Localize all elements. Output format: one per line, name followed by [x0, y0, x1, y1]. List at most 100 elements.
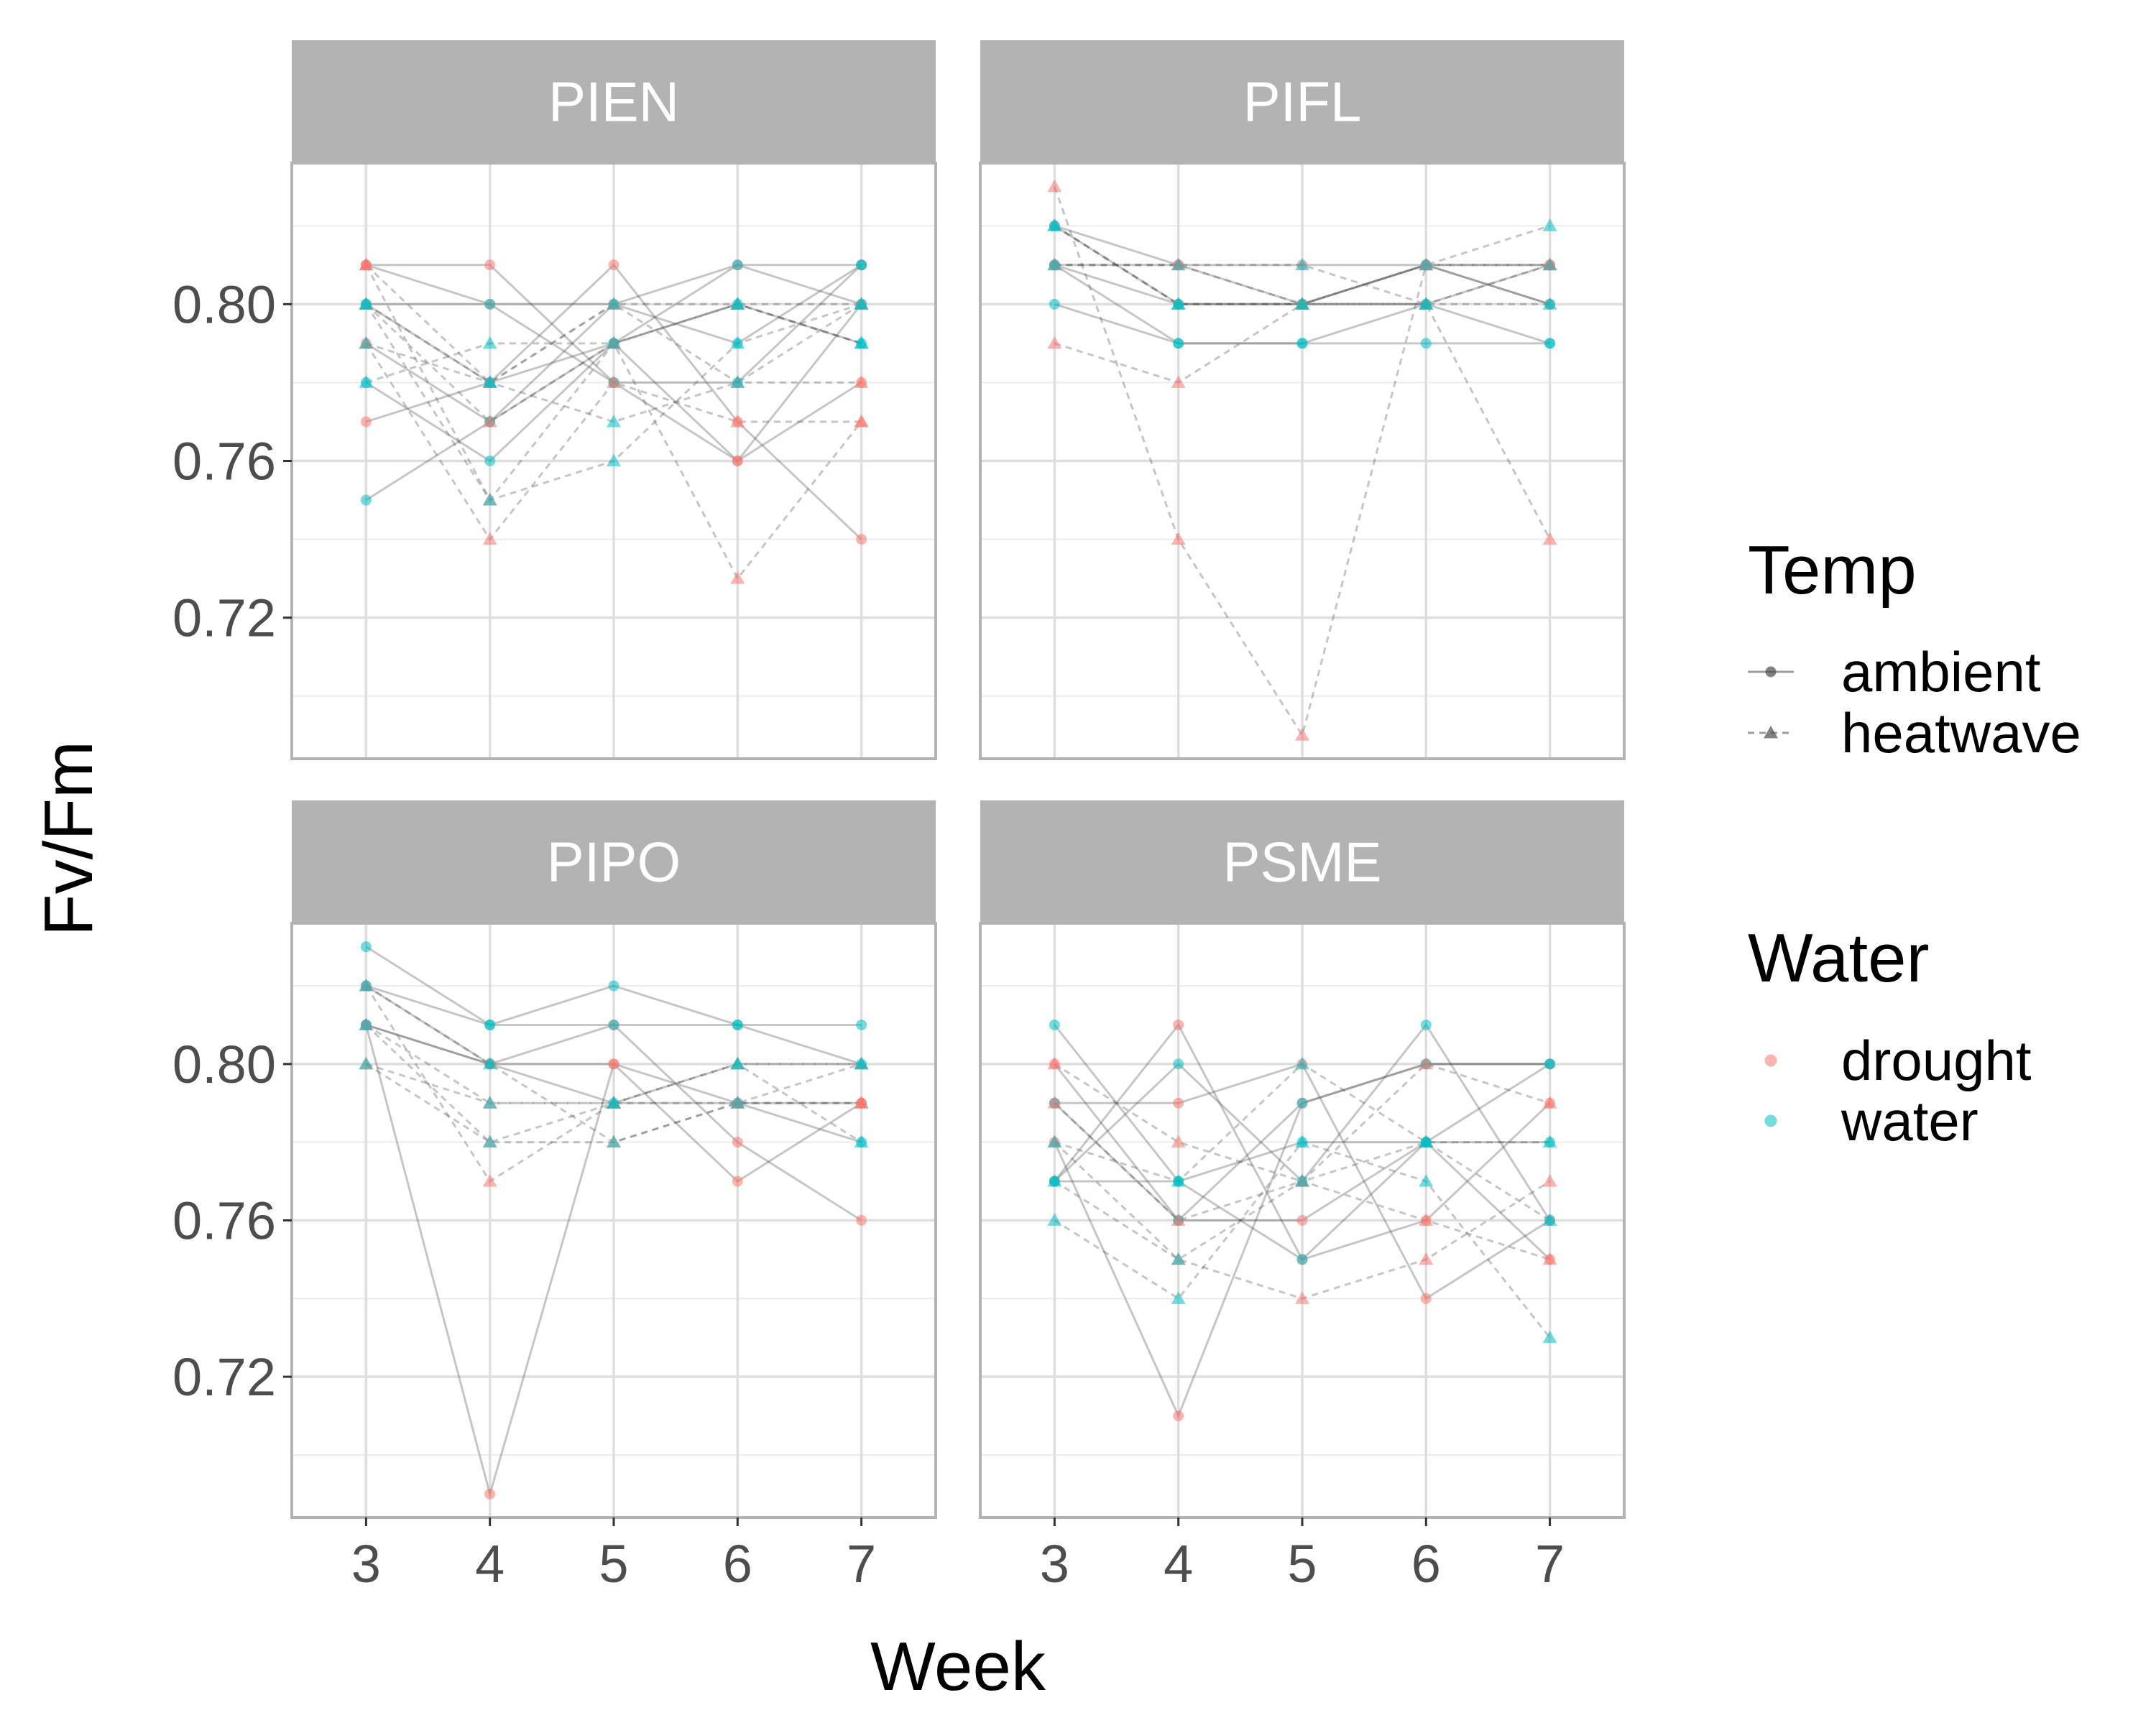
data-point-water — [484, 456, 496, 466]
data-point-water — [1171, 257, 1186, 271]
data-point-water — [1173, 338, 1184, 349]
data-point-drought — [1173, 1019, 1184, 1030]
data-point-water — [1419, 1174, 1434, 1187]
data-point-water — [854, 297, 869, 310]
data-point-water — [607, 414, 621, 428]
y-tick-label: 0.72 — [172, 588, 276, 648]
data-point-drought — [1542, 1096, 1557, 1109]
data-point-water — [1544, 338, 1556, 349]
x-tick-label: 5 — [1287, 1534, 1317, 1594]
data-point-water — [1049, 298, 1060, 310]
data-point-water — [482, 336, 497, 349]
data-point-drought — [1171, 375, 1186, 388]
series-line-heatwave-drought — [365, 302, 862, 423]
data-point-water — [359, 336, 374, 349]
facet-strip-label: PSME — [1222, 831, 1381, 894]
data-point-drought — [484, 259, 496, 271]
data-point-water — [730, 297, 745, 310]
y-tick-label: 0.80 — [172, 274, 276, 334]
data-point-water — [359, 297, 374, 310]
data-point-water — [732, 1019, 743, 1030]
data-point-water — [359, 979, 374, 992]
data-point-water — [1047, 218, 1062, 231]
facet-strip — [292, 800, 936, 923]
data-point-water — [360, 941, 372, 953]
data-point-water — [856, 259, 867, 271]
data-point-water — [1542, 257, 1557, 271]
facet-strip-label: PIEN — [548, 70, 679, 134]
data-point-drought — [856, 534, 867, 545]
data-point-water — [1296, 338, 1308, 349]
series-line-heatwave-drought — [365, 985, 862, 1183]
data-point-water — [482, 375, 497, 388]
data-point-water — [359, 1056, 374, 1070]
legend-label-ambient: ambient — [1841, 640, 2041, 703]
data-point-water — [608, 1019, 619, 1030]
facet-strip — [980, 800, 1624, 923]
data-point-water — [854, 1135, 869, 1148]
data-point-drought — [732, 1137, 743, 1148]
data-point-water — [1295, 1174, 1309, 1187]
panel-border — [979, 162, 1626, 760]
data-point-water — [730, 336, 745, 349]
data-point-water — [607, 1135, 621, 1148]
x-tick-label: 4 — [1164, 1534, 1193, 1594]
legend-label-drought: drought — [1841, 1029, 2032, 1092]
data-point-drought — [856, 1215, 867, 1226]
legend-label-heatwave: heatwave — [1841, 701, 2081, 764]
data-point-water — [1295, 1056, 1309, 1070]
data-point-water — [1419, 1135, 1434, 1148]
data-point-drought — [484, 1488, 496, 1500]
data-point-water — [1544, 1058, 1556, 1070]
data-point-drought — [1171, 1135, 1186, 1148]
data-point-drought — [1296, 1215, 1308, 1226]
data-point-water — [1171, 1291, 1186, 1304]
data-point-drought — [1171, 1213, 1186, 1226]
legend-key-marker-ambient — [1765, 666, 1777, 678]
data-point-drought — [1047, 179, 1062, 193]
data-point-drought — [1171, 532, 1186, 545]
data-point-water — [1047, 257, 1062, 271]
data-point-drought — [732, 1175, 743, 1187]
facet-strip-label: PIFL — [1243, 70, 1362, 134]
data-point-water — [730, 375, 745, 388]
x-tick-label: 7 — [847, 1534, 876, 1594]
data-point-water — [484, 298, 496, 310]
x-tick-label: 6 — [723, 1534, 752, 1594]
facet-strip — [292, 40, 936, 163]
data-point-drought — [1047, 1096, 1062, 1109]
data-point-water — [1420, 338, 1432, 349]
data-point-water — [482, 1135, 497, 1148]
data-point-drought — [1420, 1293, 1432, 1304]
data-point-water — [1419, 257, 1434, 271]
x-tick-label: 3 — [351, 1534, 381, 1594]
data-point-water — [1296, 1254, 1308, 1265]
data-point-water — [1542, 1135, 1557, 1148]
data-point-drought — [1542, 532, 1557, 545]
legend-title-temp: Temp — [1748, 532, 1917, 609]
data-point-water — [730, 1056, 745, 1070]
data-point-drought — [1542, 1252, 1557, 1265]
data-point-water — [854, 1056, 869, 1070]
data-point-water — [1295, 257, 1309, 271]
data-point-water — [359, 1017, 374, 1030]
y-tick-label: 0.80 — [172, 1035, 276, 1094]
y-tick-label: 0.76 — [172, 1191, 276, 1251]
data-point-water — [482, 1056, 497, 1070]
legend-key-point-water — [1764, 1114, 1777, 1127]
legend-title-water: Water — [1748, 920, 1929, 997]
data-point-water — [607, 1096, 621, 1109]
data-point-drought — [1295, 728, 1309, 741]
data-point-drought — [1173, 1097, 1184, 1109]
y-tick-label: 0.76 — [172, 432, 276, 491]
data-point-water — [1173, 1058, 1184, 1070]
data-point-water — [1047, 1135, 1062, 1148]
x-tick-label: 7 — [1535, 1534, 1565, 1594]
data-point-water — [1171, 297, 1186, 310]
data-point-water — [607, 297, 621, 310]
data-point-drought — [1295, 1291, 1309, 1304]
data-point-drought — [608, 259, 619, 271]
data-point-water — [359, 375, 374, 388]
data-point-drought — [607, 375, 621, 388]
